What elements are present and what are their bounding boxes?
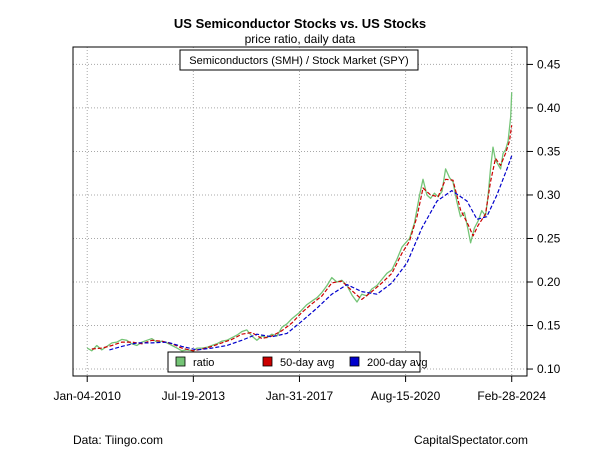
y-axis-tick-label: 0.40 bbox=[537, 101, 561, 115]
series-layer bbox=[86, 92, 513, 352]
legend-label-ratio: ratio bbox=[193, 357, 214, 369]
legend-swatch-ratio bbox=[175, 356, 186, 367]
legend-label-200-day-avg: 200-day avg bbox=[367, 357, 428, 369]
y-axis-tick-label: 0.35 bbox=[537, 144, 561, 158]
axes: Jan-04-2010 Jul-19-2013 Jan-31-2017 Aug-15-… bbox=[54, 57, 561, 403]
annotation-text: Semiconductors (SMH) / Stock Market (SPY… bbox=[189, 55, 408, 67]
legend: ratio 50-day avg 200-day avg bbox=[167, 351, 428, 373]
chart-title: US Semiconductor Stocks vs. US Stocks bbox=[174, 16, 426, 31]
grid bbox=[73, 47, 527, 376]
legend-label-50-day-avg: 50-day avg bbox=[280, 357, 334, 369]
series-line-ratio bbox=[86, 92, 513, 352]
y-axis-tick-label: 0.45 bbox=[537, 57, 561, 71]
y-axis-tick-label: 0.15 bbox=[537, 319, 561, 333]
x-axis-tick-label: Feb-28-2024 bbox=[477, 389, 546, 403]
series-line-50-day-avg bbox=[91, 125, 513, 352]
site-credit-label: CapitalSpectator.com bbox=[413, 433, 528, 447]
x-axis-tick-label: Jan-04-2010 bbox=[54, 389, 122, 403]
y-axis-tick-label: 0.10 bbox=[537, 362, 561, 376]
legend-swatch-50-day-avg bbox=[262, 356, 273, 367]
y-axis-tick-label: 0.25 bbox=[537, 231, 561, 245]
x-axis-tick-label: Jan-31-2017 bbox=[266, 389, 334, 403]
chart-subtitle: price ratio, daily data bbox=[245, 32, 356, 46]
data-source-label: Data: Tiingo.com bbox=[73, 433, 164, 447]
y-axis-tick-label: 0.20 bbox=[537, 275, 561, 289]
x-axis-tick-label: Aug-15-2020 bbox=[371, 389, 441, 403]
annotation-box: Semiconductors (SMH) / Stock Market (SPY… bbox=[179, 49, 419, 71]
legend-swatch-200-day-avg bbox=[349, 356, 360, 367]
x-axis-tick-label: Jul-19-2013 bbox=[162, 389, 226, 403]
y-axis-tick-label: 0.30 bbox=[537, 188, 561, 202]
series-line-200-day-avg bbox=[109, 155, 513, 351]
